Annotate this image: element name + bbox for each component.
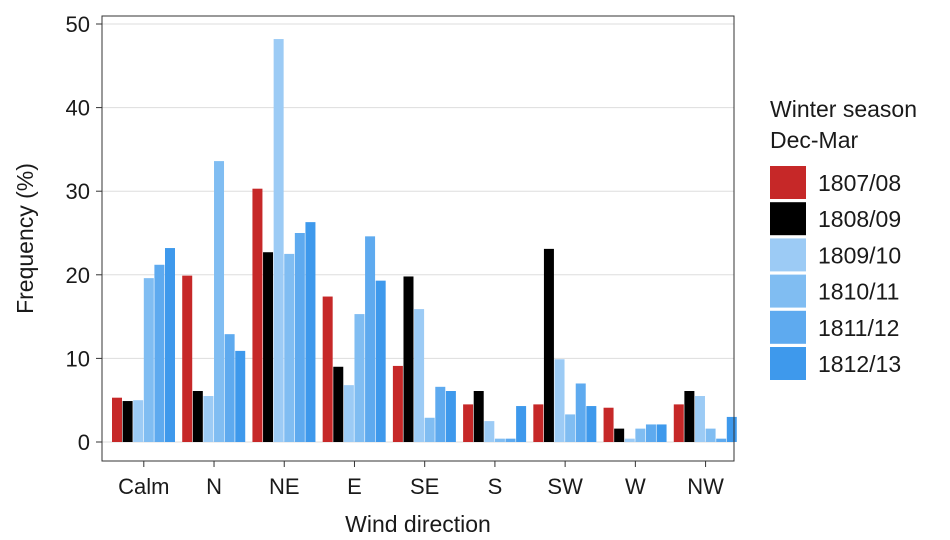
legend-label: 1812/13 xyxy=(818,351,901,377)
bar xyxy=(586,406,597,442)
bar xyxy=(224,334,235,442)
bar xyxy=(273,39,284,443)
bar xyxy=(603,407,614,442)
legend-label: 1807/08 xyxy=(818,170,901,196)
legend-swatch xyxy=(770,310,806,344)
bar xyxy=(133,400,144,442)
legend-label: 1811/12 xyxy=(818,315,899,341)
legend-label: 1810/11 xyxy=(818,279,899,305)
bar xyxy=(635,428,646,442)
bar xyxy=(694,396,705,442)
y-tick-label: 20 xyxy=(66,263,90,288)
legend-title-line-2: Dec-Mar xyxy=(770,127,859,153)
x-tick-label: E xyxy=(347,474,362,499)
bar xyxy=(565,414,576,442)
y-axis-title: Frequency (%) xyxy=(12,163,38,314)
bar xyxy=(533,404,544,442)
x-tick-label: SE xyxy=(410,474,439,499)
legend: Winter season Dec-Mar 1807/08 1808/09 1809… xyxy=(770,96,917,380)
bar xyxy=(252,188,263,442)
y-tick-label: 10 xyxy=(66,346,90,371)
y-tick-label: 50 xyxy=(66,12,90,37)
bar xyxy=(392,365,403,442)
bar xyxy=(305,222,316,442)
y-tick-label: 40 xyxy=(66,96,90,121)
bar xyxy=(154,264,165,442)
bar xyxy=(543,248,554,442)
bar xyxy=(614,428,625,442)
bar xyxy=(375,280,386,442)
legend-swatch xyxy=(770,202,806,236)
plot-frame xyxy=(101,15,735,462)
bar xyxy=(673,404,684,442)
bar xyxy=(182,275,193,442)
x-tick-label: S xyxy=(488,474,503,499)
legend-swatch xyxy=(770,166,806,199)
bar xyxy=(505,438,516,442)
bar xyxy=(575,383,586,442)
x-axis-title: Wind direction xyxy=(345,511,491,537)
bar xyxy=(403,276,414,442)
x-tick-label: NW xyxy=(687,474,724,499)
x-tick-label: W xyxy=(625,474,646,499)
bar xyxy=(214,161,225,442)
bar xyxy=(463,404,474,442)
bar xyxy=(726,416,737,442)
y-tick-label: 30 xyxy=(66,179,90,204)
x-tick-label: NE xyxy=(269,474,300,499)
bar xyxy=(414,309,425,442)
bar xyxy=(365,236,376,442)
bar xyxy=(516,406,527,442)
bar xyxy=(435,386,446,442)
bar xyxy=(656,424,667,442)
x-tick-label: Calm xyxy=(118,474,169,499)
bar xyxy=(263,252,274,442)
bar xyxy=(554,359,565,442)
bar xyxy=(192,391,203,442)
legend-label: 1808/09 xyxy=(818,206,901,232)
bar xyxy=(645,424,656,442)
legend-label: 1809/10 xyxy=(818,242,901,268)
bar xyxy=(354,314,365,442)
bar xyxy=(445,391,456,442)
x-axis-ticks: Calm N NE E SE S SW W NW xyxy=(118,461,724,499)
legend-swatch xyxy=(770,238,806,272)
bar xyxy=(333,366,344,442)
y-axis-ticks: 0 10 20 30 40 50 xyxy=(66,12,102,455)
bar xyxy=(143,278,154,442)
y-tick-label: 0 xyxy=(78,430,90,455)
bar xyxy=(203,396,214,442)
bar xyxy=(494,438,505,442)
bar xyxy=(343,385,354,442)
bar xyxy=(284,253,295,442)
bar xyxy=(424,417,435,442)
legend-swatch xyxy=(770,274,806,308)
bar xyxy=(165,248,175,442)
x-tick-label: SW xyxy=(547,474,583,499)
bar xyxy=(484,421,495,442)
bar xyxy=(624,438,635,442)
bar xyxy=(705,428,716,442)
bar xyxy=(684,391,695,442)
bars xyxy=(112,39,737,443)
bar xyxy=(235,350,246,442)
bar xyxy=(716,438,727,442)
bar xyxy=(112,397,122,442)
bar xyxy=(294,233,305,442)
bar xyxy=(473,391,484,442)
bar xyxy=(322,296,333,442)
bar xyxy=(122,401,133,442)
legend-swatch xyxy=(770,347,806,380)
legend-title-line-1: Winter season xyxy=(770,96,917,122)
x-tick-label: N xyxy=(206,474,222,499)
